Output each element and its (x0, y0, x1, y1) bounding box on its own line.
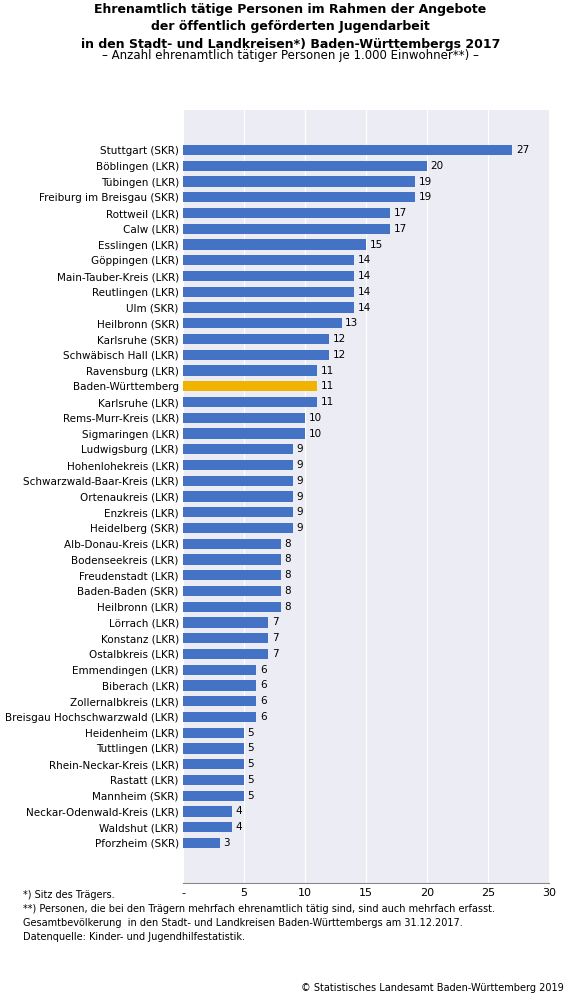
Bar (183, 759, 244, 769)
Bar (183, 649, 268, 659)
Text: 5: 5 (248, 744, 254, 753)
Bar (183, 570, 281, 581)
Text: 11: 11 (321, 365, 334, 375)
Text: 17: 17 (394, 224, 407, 234)
Text: 6: 6 (260, 697, 267, 707)
Bar (183, 381, 317, 391)
Text: 6: 6 (260, 712, 267, 722)
Bar (183, 286, 354, 296)
Text: 13: 13 (345, 318, 358, 328)
Text: 27: 27 (516, 145, 529, 155)
Text: 14: 14 (357, 286, 371, 296)
Text: *) Sitz des Trägers.
**) Personen, die bei den Trägern mehrfach ehrenamtlich tät: *) Sitz des Trägers. **) Personen, die b… (23, 890, 495, 942)
Text: 12: 12 (333, 334, 346, 344)
Bar (183, 255, 354, 265)
Text: 11: 11 (321, 381, 334, 391)
Text: 14: 14 (357, 271, 371, 281)
Bar (183, 397, 317, 407)
Text: 9: 9 (296, 523, 303, 533)
Text: – Anzahl ehrenamtlich tätiger Personen je 1.000 Einwohner**) –: – Anzahl ehrenamtlich tätiger Personen j… (102, 49, 479, 62)
Text: 19: 19 (418, 193, 432, 203)
Bar (183, 822, 232, 832)
Bar (183, 774, 244, 785)
Bar (183, 806, 232, 816)
Bar (183, 177, 415, 187)
Text: 10: 10 (309, 428, 322, 438)
Text: © Statistisches Landesamt Baden-Württemberg 2019: © Statistisches Landesamt Baden-Württemb… (301, 983, 564, 993)
Text: 11: 11 (321, 397, 334, 407)
Text: 9: 9 (296, 460, 303, 470)
Bar (183, 728, 244, 738)
Bar (183, 460, 293, 470)
Text: 9: 9 (296, 444, 303, 454)
Bar (183, 554, 281, 565)
Bar (183, 602, 281, 612)
Text: 9: 9 (296, 507, 303, 517)
Text: 8: 8 (284, 539, 291, 549)
Text: 5: 5 (248, 790, 254, 800)
Bar (183, 302, 354, 312)
Bar (183, 618, 268, 628)
Bar (183, 412, 305, 423)
Bar (183, 349, 329, 360)
Bar (183, 476, 293, 486)
Text: 8: 8 (284, 570, 291, 580)
Bar (183, 208, 390, 219)
Text: 3: 3 (223, 838, 230, 848)
Bar (183, 790, 244, 800)
Text: 12: 12 (333, 349, 346, 359)
Bar (183, 586, 281, 596)
Text: 14: 14 (357, 302, 371, 312)
Bar (183, 633, 268, 644)
Text: 10: 10 (309, 413, 322, 423)
Text: 20: 20 (431, 161, 444, 171)
Bar (183, 491, 293, 502)
Bar (183, 744, 244, 753)
Bar (183, 712, 256, 723)
Bar (183, 697, 256, 707)
Text: 5: 5 (248, 728, 254, 738)
Bar (183, 270, 354, 281)
Bar (183, 318, 342, 328)
Bar (183, 507, 293, 517)
Text: Ehrenamtlich tätige Personen im Rahmen der Angebote
der öffentlich geförderten J: Ehrenamtlich tätige Personen im Rahmen d… (81, 3, 500, 51)
Text: 9: 9 (296, 476, 303, 486)
Text: 4: 4 (235, 806, 242, 816)
Text: 8: 8 (284, 602, 291, 612)
Text: 7: 7 (272, 618, 279, 628)
Text: 7: 7 (272, 634, 279, 644)
Bar (183, 161, 427, 171)
Bar (183, 523, 293, 533)
Bar (183, 224, 390, 234)
Bar (183, 444, 293, 454)
Text: 19: 19 (418, 177, 432, 187)
Bar (183, 193, 415, 203)
Text: 5: 5 (248, 759, 254, 769)
Bar (183, 145, 512, 155)
Text: 4: 4 (235, 822, 242, 832)
Bar (183, 428, 305, 439)
Text: 6: 6 (260, 665, 267, 675)
Text: 8: 8 (284, 555, 291, 565)
Text: 17: 17 (394, 208, 407, 218)
Bar (183, 665, 256, 675)
Text: 15: 15 (370, 240, 383, 250)
Text: 5: 5 (248, 775, 254, 785)
Text: 14: 14 (357, 255, 371, 265)
Bar (183, 838, 220, 848)
Text: 8: 8 (284, 586, 291, 596)
Bar (183, 539, 281, 549)
Bar (183, 365, 317, 375)
Bar (183, 681, 256, 691)
Text: 7: 7 (272, 649, 279, 659)
Bar (183, 240, 366, 250)
Bar (183, 334, 329, 344)
Text: 9: 9 (296, 491, 303, 502)
Text: 6: 6 (260, 681, 267, 691)
